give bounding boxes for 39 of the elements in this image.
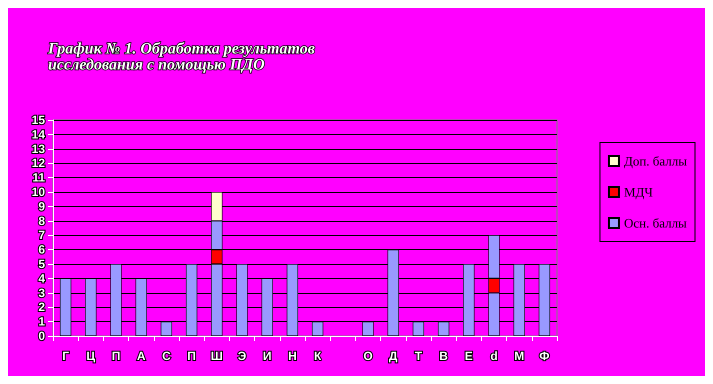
x-tick-label: П bbox=[112, 349, 120, 363]
x-tick-label: О bbox=[363, 349, 373, 363]
legend-label: Осн. баллы bbox=[624, 216, 688, 230]
y-tick-label: 3 bbox=[38, 286, 46, 300]
y-tick-label: 6 bbox=[38, 242, 46, 257]
y-tick-label: 8 bbox=[38, 214, 46, 228]
y-tick-label: 12 bbox=[32, 156, 46, 170]
x-tick-label: А bbox=[136, 349, 146, 363]
x-tick-label: Ф bbox=[539, 349, 550, 363]
legend-label: Доп. баллы bbox=[624, 154, 688, 168]
x-tick-label: Д bbox=[388, 349, 398, 363]
y-tick-label: 5 bbox=[38, 257, 46, 271]
y-tick-label: 15 bbox=[32, 113, 46, 127]
y-tick-label: 2 bbox=[38, 300, 46, 314]
x-tick-label: Т bbox=[414, 349, 423, 363]
y-tick-label: 4 bbox=[38, 271, 46, 286]
x-tick-label: Ц bbox=[86, 349, 96, 363]
y-tick-label: 7 bbox=[38, 228, 46, 242]
legend-label: МДЧ bbox=[624, 184, 654, 200]
x-tick-label: Е bbox=[464, 349, 473, 363]
x-tick-label: Г bbox=[62, 349, 70, 363]
x-tick-label: С bbox=[162, 349, 172, 363]
x-tick-label: М bbox=[514, 349, 524, 363]
y-tick-label: 9 bbox=[38, 199, 46, 214]
x-tick-label: К bbox=[314, 349, 322, 363]
x-tick-label: В bbox=[439, 349, 448, 363]
y-tick-label: 10 bbox=[32, 185, 46, 199]
y-tick-label: 1 bbox=[38, 314, 46, 329]
x-tick-label: Ш bbox=[210, 349, 223, 363]
x-tick-label: d bbox=[490, 349, 498, 363]
x-tick-label: И bbox=[262, 349, 272, 363]
x-tick-label: Н bbox=[288, 349, 297, 363]
chart-title: График № 1. Обработка результатов исследования с помощью ПДО bbox=[47, 40, 319, 74]
x-tick-label: Э bbox=[238, 349, 247, 363]
y-tick-label: 0 bbox=[38, 329, 46, 343]
y-tick-label: 14 bbox=[32, 127, 46, 142]
x-tick-label: П bbox=[187, 349, 196, 363]
y-tick-label: 11 bbox=[32, 170, 46, 185]
y-tick-label: 13 bbox=[32, 142, 46, 156]
